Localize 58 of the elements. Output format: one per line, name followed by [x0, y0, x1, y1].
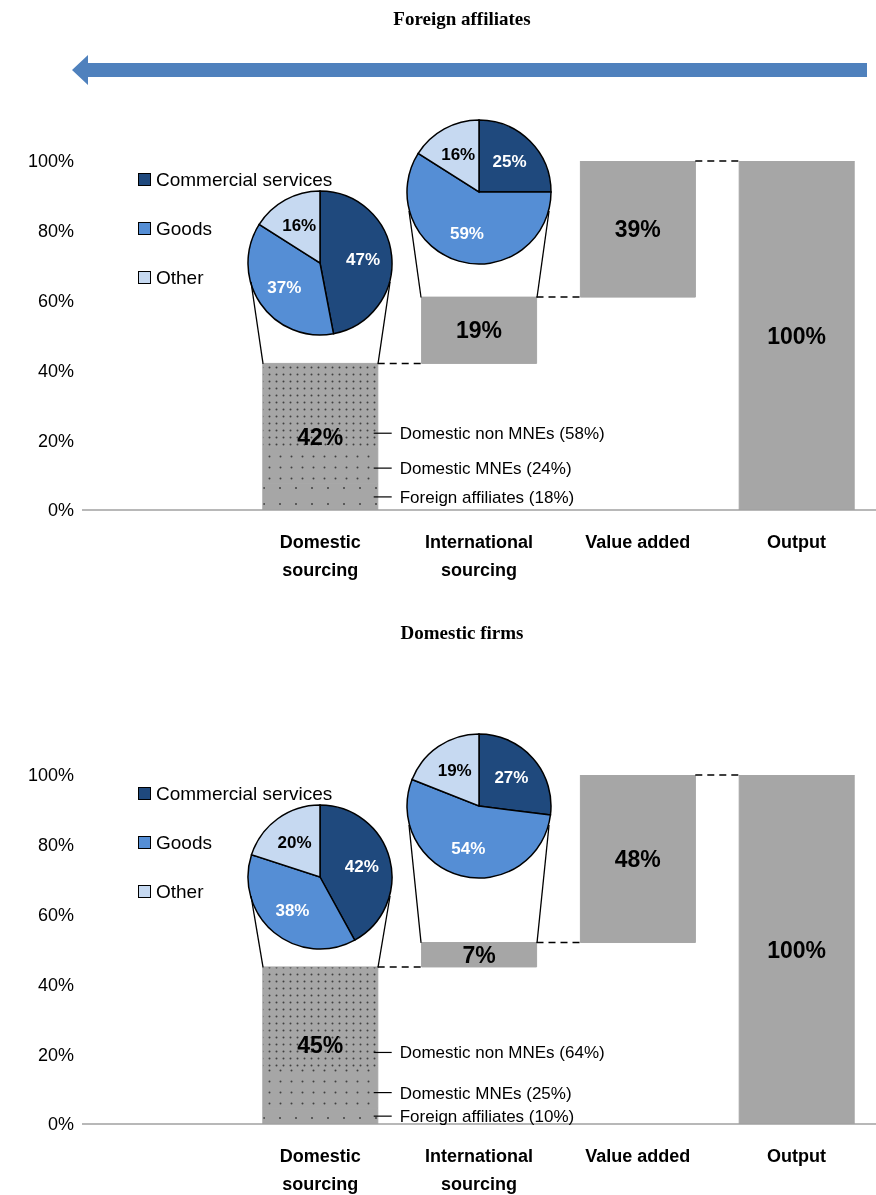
- y-tick-label: 20%: [37, 1044, 74, 1065]
- annotation: Domestic MNEs (25%): [399, 1083, 572, 1103]
- y-tick-label: 40%: [37, 974, 74, 995]
- x-tick-label: Value added: [585, 532, 691, 552]
- y-tick-label: 80%: [37, 221, 74, 242]
- data-label: 25%: [492, 152, 527, 172]
- annotation: Domestic non MNEs (64%): [399, 1043, 605, 1063]
- y-tick-label: 0%: [47, 500, 74, 521]
- annotation: Domestic MNEs (24%): [399, 459, 572, 479]
- x-tick-label: Value added: [585, 1146, 691, 1166]
- data-label: 42%: [345, 857, 380, 877]
- bar: [421, 942, 538, 968]
- bar: [421, 296, 538, 364]
- chart-title: Domestic firms: [399, 622, 525, 644]
- annotation: Foreign affiliates (10%): [399, 1107, 575, 1127]
- data-label: 38%: [275, 901, 310, 921]
- data-label: 48%: [614, 845, 661, 872]
- y-tick-label: 60%: [37, 904, 74, 925]
- legend-label: Other: [156, 880, 204, 903]
- chart-title: Foreign affiliates: [392, 8, 532, 30]
- annotation: Foreign affiliates (18%): [399, 487, 575, 507]
- total-label: 42%: [297, 423, 344, 450]
- data-label: 37%: [267, 278, 302, 298]
- x-tick-label: Output: [767, 532, 827, 552]
- data-label: 47%: [346, 249, 381, 269]
- bar: [579, 775, 696, 944]
- x-tick-label: Domestic sourcing: [279, 532, 361, 580]
- legend-label: Commercial services: [156, 168, 333, 191]
- y-tick-label: 40%: [37, 360, 74, 381]
- data-label: 16%: [441, 145, 476, 165]
- data-label: 27%: [494, 768, 529, 788]
- data-label: 20%: [277, 833, 312, 853]
- y-tick-label: 60%: [37, 290, 74, 311]
- data-label: 19%: [437, 761, 472, 781]
- data-label: 19%: [455, 317, 503, 344]
- legend-label: Other: [156, 266, 204, 289]
- data-label: 54%: [451, 838, 486, 858]
- data-label: 59%: [449, 224, 484, 244]
- data-label: 16%: [282, 216, 317, 236]
- x-tick-label: International sourcing: [424, 1146, 534, 1194]
- legend-label: Commercial services: [156, 782, 333, 805]
- data-label: 100%: [767, 322, 827, 349]
- annotation: Domestic non MNEs (58%): [399, 424, 605, 444]
- bar: [579, 161, 696, 298]
- data-label: 39%: [614, 216, 661, 243]
- x-tick-label: Output: [767, 1146, 827, 1166]
- y-tick-label: 100%: [27, 765, 74, 786]
- x-tick-label: Domestic sourcing: [279, 1146, 361, 1194]
- y-tick-label: 100%: [27, 151, 74, 172]
- legend-label: Goods: [156, 217, 212, 240]
- legend-label: Goods: [156, 831, 212, 854]
- data-label: 7%: [462, 941, 496, 968]
- y-tick-label: 80%: [37, 835, 74, 856]
- data-label: 100%: [767, 936, 827, 963]
- y-tick-label: 0%: [47, 1114, 74, 1135]
- total-label: 45%: [297, 1032, 344, 1059]
- y-tick-label: 20%: [37, 430, 74, 451]
- x-tick-label: International sourcing: [424, 532, 534, 580]
